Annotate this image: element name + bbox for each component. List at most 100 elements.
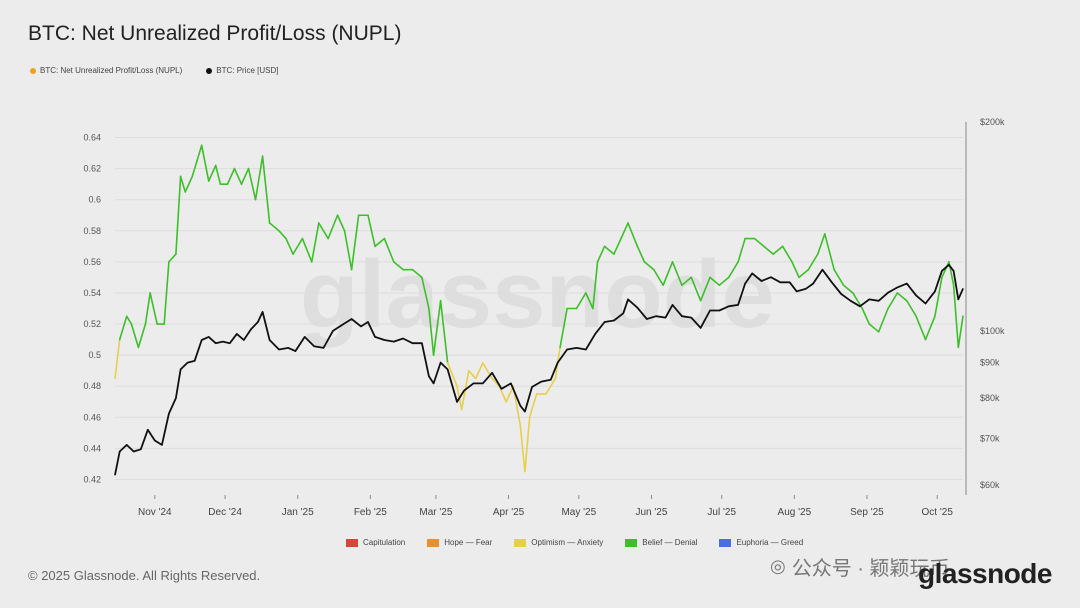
nupl-segment (627, 222, 639, 248)
price-point (236, 333, 238, 335)
price-point (915, 294, 917, 296)
price-point (751, 272, 753, 275)
price-point (840, 293, 842, 295)
right-tick-label: $60k (980, 480, 1000, 490)
nupl-segment (428, 307, 435, 356)
nupl-segment (737, 237, 746, 263)
nupl-point (168, 261, 170, 263)
phase-optimism-anxiety[interactable]: Optimism — Anxiety (514, 538, 603, 547)
x-tick-label: Jun '25 (635, 507, 667, 518)
nupl-point (119, 338, 121, 341)
price-point (737, 304, 739, 306)
nupl-point (505, 401, 507, 403)
x-tick-label: Feb '25 (354, 507, 387, 518)
nupl-point (603, 245, 606, 247)
nupl-point (878, 331, 880, 333)
price-point (700, 327, 702, 329)
nupl-point (215, 164, 217, 167)
price-point (440, 362, 442, 364)
price-point (849, 300, 852, 302)
price-point (222, 340, 224, 343)
nupl-point (941, 276, 943, 279)
nupl-point (468, 370, 470, 372)
price-point (147, 429, 149, 431)
nupl-point (393, 261, 395, 263)
nupl-point (798, 276, 800, 279)
phase-euphoria-greed[interactable]: Euphoria — Greed (719, 538, 803, 547)
price-point (287, 347, 289, 349)
price-point (760, 280, 763, 282)
phase-legend: Capitulation Hope — Fear Optimism — Anxi… (346, 538, 803, 547)
price-point (229, 342, 231, 344)
price-point (594, 333, 596, 335)
price-point (332, 330, 334, 332)
legend-item-nupl[interactable]: BTC: Net Unrealized Profit/Loss (NUPL) (30, 66, 182, 75)
price-point (456, 401, 458, 403)
nupl-point (842, 284, 845, 286)
nupl-segment (254, 155, 264, 201)
nupl-segment (896, 292, 908, 302)
nupl-segment (545, 377, 557, 395)
price-point (953, 270, 955, 272)
nupl-point (402, 269, 404, 271)
nupl-segment (781, 245, 793, 263)
nupl-segment (791, 261, 800, 279)
nupl-point (896, 292, 899, 294)
nupl-segment (868, 323, 880, 333)
nupl-segment (196, 144, 203, 162)
nupl-point (545, 393, 547, 395)
price-point (472, 382, 475, 384)
nupl-point (700, 300, 702, 302)
legend-item-price[interactable]: BTC: Price [USD] (206, 66, 279, 75)
nupl-point (179, 175, 182, 177)
nupl-point (662, 284, 664, 286)
copyright: © 2025 Glassnode. All Rights Reserved. (28, 568, 261, 583)
nupl-point (156, 323, 158, 325)
price-point (728, 305, 730, 307)
nupl-segment (887, 292, 899, 310)
nupl-point (596, 261, 599, 263)
price-point (531, 386, 533, 388)
nupl-segment (247, 167, 257, 201)
phase-hope-fear[interactable]: Hope — Fear (427, 538, 492, 547)
belief-denial-swatch (625, 538, 638, 547)
price-point (878, 300, 880, 302)
nupl-point (817, 253, 819, 255)
nupl-segment (952, 284, 960, 349)
right-tick-label: $70k (980, 433, 1000, 443)
nupl-segment (505, 385, 515, 403)
price-point (655, 315, 657, 317)
price-point (261, 311, 264, 313)
series-legend: BTC: Net Unrealized Profit/Loss (NUPL) B… (30, 66, 279, 75)
nupl-point (491, 377, 493, 380)
price-point (805, 288, 807, 290)
price-point (304, 336, 306, 338)
nupl-segment (285, 237, 294, 255)
x-tick-label: Jul '25 (707, 507, 736, 518)
nupl-segment (125, 315, 133, 325)
price-point (114, 474, 116, 476)
nupl-segment (718, 276, 730, 286)
left-tick-label: 0.46 (83, 412, 101, 422)
price-point (744, 282, 746, 285)
nupl-point (336, 214, 339, 216)
nupl-point (191, 175, 193, 177)
nupl-point (456, 385, 458, 387)
phase-belief-denial[interactable]: Belief — Denial (625, 538, 697, 547)
nupl-point (636, 245, 638, 247)
nupl-point (114, 377, 116, 380)
nupl-segment (763, 245, 775, 255)
price-point (603, 321, 606, 323)
nupl-segment (652, 268, 664, 286)
price-point (432, 382, 435, 384)
price-point (664, 316, 667, 319)
nupl-point (327, 237, 329, 240)
nupl-segment (798, 268, 810, 279)
phase-capitulation[interactable]: Capitulation (346, 538, 405, 547)
nupl-point (374, 245, 376, 247)
nupl-segment (934, 276, 943, 318)
nupl-point (681, 284, 683, 286)
wechat-icon: ◎ (770, 556, 786, 576)
nupl-segment (905, 299, 917, 318)
nupl-point (428, 307, 430, 310)
